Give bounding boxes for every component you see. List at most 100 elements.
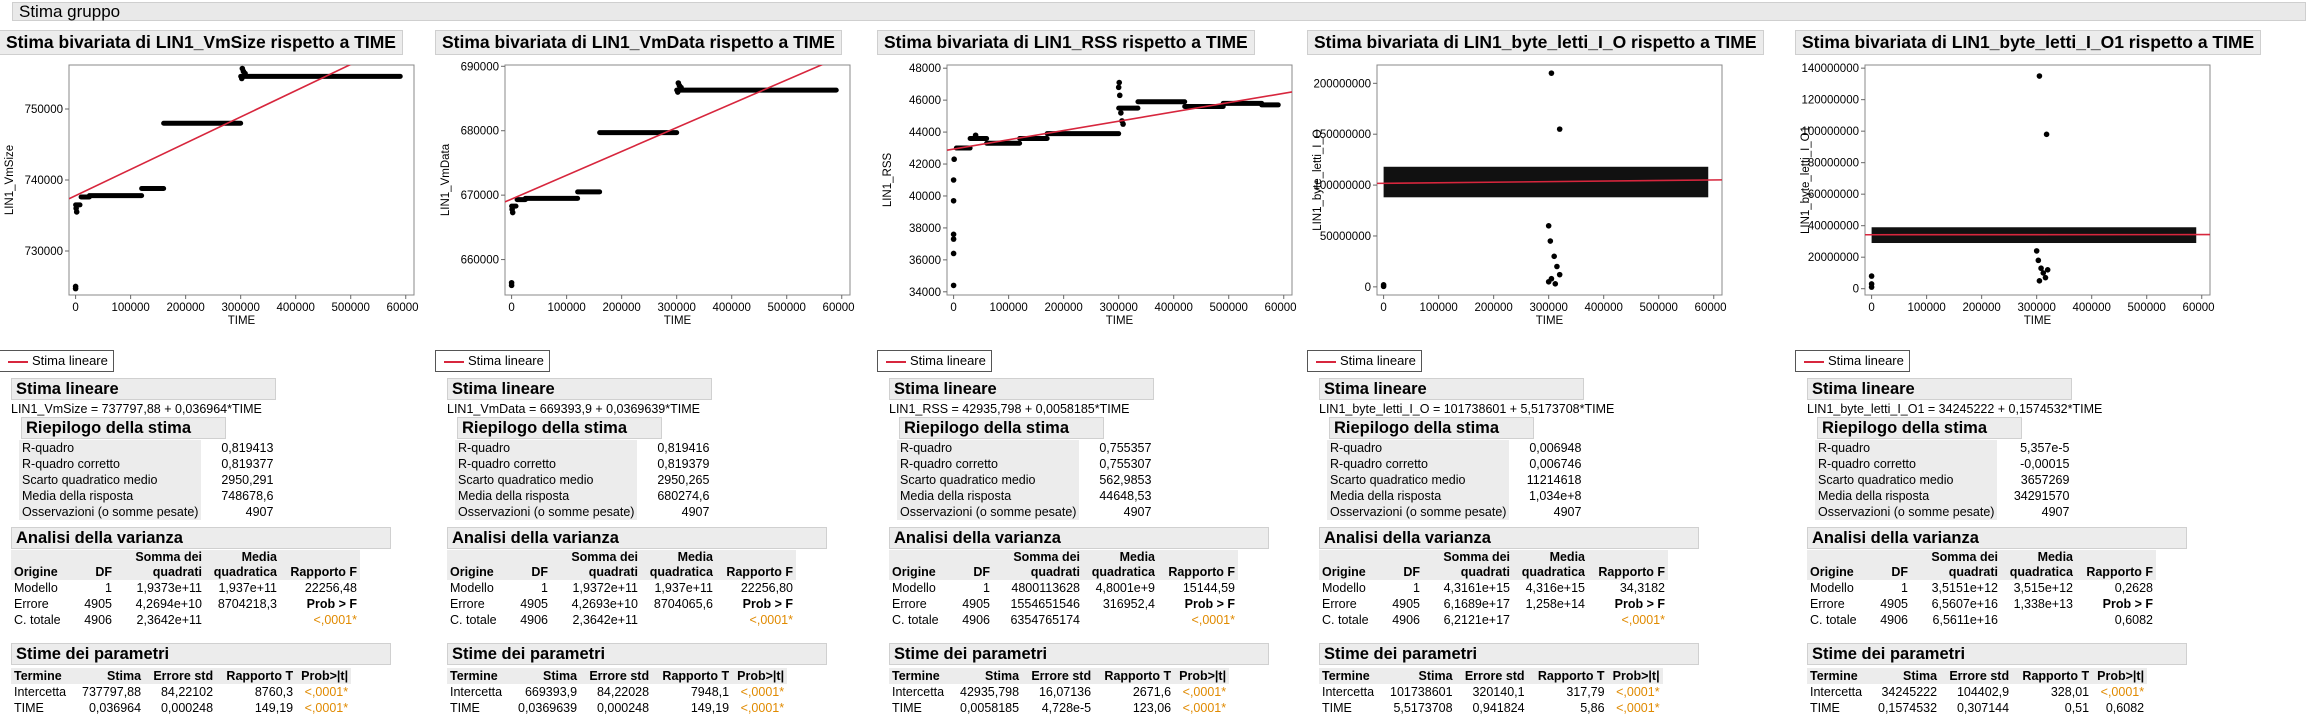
anova-cell: C. totale	[892, 613, 939, 627]
anova-cell: Modello	[1322, 581, 1366, 595]
y-tick-label: 38000	[909, 223, 941, 235]
scatter-chart: 0 100000 200000 300000 400000 500000 600000 660…	[440, 61, 855, 327]
anova-column-header: Rapporto F	[1588, 550, 1668, 580]
legend-box[interactable]: Stima lineare	[435, 350, 550, 372]
x-tick-label: 500000	[1640, 302, 1678, 314]
params-column-header: Errore std	[1940, 668, 2013, 684]
x-tick-label: 100000	[1419, 302, 1457, 314]
params-section-header[interactable]: Stime dei parametri	[1807, 643, 2187, 665]
summary-section-header[interactable]: Riepilogo della stima	[899, 417, 1104, 439]
anova-section-header[interactable]: Analisi della varianza	[447, 527, 827, 549]
legend-label: Stima lineare	[1828, 353, 1904, 368]
data-point	[1556, 271, 1563, 278]
params-column-header: Stima	[1387, 668, 1456, 684]
anova-cell: Errore	[1322, 597, 1357, 611]
summary-row: Scarto quadratico medio 2950,265	[455, 472, 712, 488]
panel-title[interactable]: Stima bivariata di LIN1_VmData rispetto …	[435, 30, 842, 55]
params-row: Intercetta 669393,9 84,22028 7948,1 <,0001*	[447, 684, 787, 700]
anova-column-header: Media quadratica	[205, 550, 280, 580]
x-tick-label: 600000	[823, 302, 855, 314]
y-axis-label: LIN1_VmSize	[4, 145, 16, 215]
summary-section-header[interactable]: Riepilogo della stima	[457, 417, 662, 439]
anova-cell: 4,316e+15	[1525, 581, 1585, 595]
params-section-header[interactable]: Stime dei parametri	[447, 643, 827, 665]
x-tick-label: 400000	[1155, 302, 1193, 314]
params-cell: 0,941824	[1472, 701, 1525, 715]
legend-box[interactable]: Stima lineare	[0, 350, 114, 372]
anova-column-header: Media quadratica	[641, 550, 716, 580]
legend-box[interactable]: Stima lineare	[1307, 350, 1422, 372]
params-cell: 104402,9	[1956, 685, 2010, 699]
y-tick-label: 46000	[909, 95, 941, 107]
params-section-header[interactable]: Stime dei parametri	[11, 643, 391, 665]
anova-cell: 1	[1901, 581, 1908, 595]
anova-row: C. totale 4906 6354765174 <,0001*	[889, 612, 1238, 628]
summary-label: Scarto quadratico medio	[1815, 472, 1998, 488]
params-cell: 5,5173708	[1393, 701, 1453, 715]
summary-section-header[interactable]: Riepilogo della stima	[1817, 417, 2022, 439]
data-point	[1868, 284, 1875, 290]
summary-label: R-quadro	[455, 440, 638, 456]
x-tick-label: 300000	[1529, 302, 1567, 314]
params-column-header: Termine	[889, 668, 957, 684]
summary-value: 34291570	[2013, 489, 2070, 503]
params-cell: Intercetta	[450, 685, 503, 699]
anova-column-header: Origine	[889, 550, 951, 580]
fit-section-header[interactable]: Stima lineare	[11, 378, 276, 400]
anova-cell: 4905	[1392, 597, 1420, 611]
summary-label: Media della risposta	[897, 488, 1080, 504]
legend-box[interactable]: Stima lineare	[1795, 350, 1910, 372]
params-section-header[interactable]: Stime dei parametri	[1319, 643, 1699, 665]
summary-section-header[interactable]: Riepilogo della stima	[21, 417, 226, 439]
panel-title[interactable]: Stima bivariata di LIN1_byte_letti_I_O r…	[1307, 30, 1764, 55]
params-column-header: Rapporto T	[2012, 668, 2093, 684]
anova-row: Errore 4905 4,2694e+10 8704218,3 Prob > F	[11, 596, 360, 612]
anova-cell: Modello	[14, 581, 58, 595]
fit-equation: LIN1_byte_letti_I_O = 101738601 + 5,5173…	[1319, 402, 1615, 416]
summary-label: Scarto quadratico medio	[455, 472, 638, 488]
anova-section-header[interactable]: Analisi della varianza	[1319, 527, 1699, 549]
panel-title[interactable]: Stima bivariata di LIN1_RSS rispetto a T…	[877, 30, 1255, 55]
summary-row: R-quadro corretto -0,00015	[1815, 456, 2072, 472]
summary-section-header[interactable]: Riepilogo della stima	[1329, 417, 1534, 439]
x-tick-label: 400000	[2073, 302, 2111, 314]
params-cell: 4,728e-5	[1041, 701, 1092, 715]
panel-title[interactable]: Stima bivariata di LIN1_byte_letti_I_O1 …	[1795, 30, 2262, 55]
anova-row: Errore 4905 4,2693e+10 8704065,6 Prob > F	[447, 596, 796, 612]
data-point	[950, 231, 957, 238]
summary-row: R-quadro corretto 0,006746	[1327, 456, 1584, 472]
anova-cell: Prob > F	[306, 597, 357, 611]
anova-section-header[interactable]: Analisi della varianza	[11, 527, 391, 549]
params-section-header[interactable]: Stime dei parametri	[889, 643, 1269, 665]
anova-cell: 8704218,3	[217, 597, 277, 611]
x-tick-label: 200000	[602, 302, 640, 314]
anova-table: Origine DF Somma dei quadrati Media quadrat…	[11, 550, 360, 628]
fit-section-header[interactable]: Stima lineare	[447, 378, 712, 400]
panel-title[interactable]: Stima bivariata di LIN1_VmSize rispetto …	[0, 30, 403, 55]
anova-header-row: Origine DF Somma dei quadrati Media quadrat…	[447, 550, 796, 580]
anova-section-header[interactable]: Analisi della varianza	[889, 527, 1269, 549]
params-cell: 101738601	[1390, 685, 1453, 699]
anova-column-header: DF	[509, 550, 551, 580]
anova-section-header[interactable]: Analisi della varianza	[1807, 527, 2187, 549]
params-cell: 84,22028	[596, 685, 650, 699]
summary-value: 4907	[2041, 505, 2070, 519]
fit-section-header[interactable]: Stima lineare	[1807, 378, 2072, 400]
group-outline-header[interactable]: Stima gruppo	[12, 2, 2306, 21]
params-row: TIME 0,036964 0,000248 149,19 <,0001*	[11, 700, 351, 716]
params-cell: 84,22102	[160, 685, 214, 699]
y-tick-label: 80000000	[1808, 158, 1859, 170]
anova-cell: Errore	[14, 597, 49, 611]
legend-box[interactable]: Stima lineare	[877, 350, 992, 372]
data-point	[508, 282, 515, 289]
fit-section-header[interactable]: Stima lineare	[889, 378, 1154, 400]
params-header-row: Termine Stima Errore std Rapporto T Prob>|t|	[11, 668, 352, 684]
params-column-header: Rapporto T	[1094, 668, 1175, 684]
params-cell: 5,86	[1580, 701, 1605, 715]
data-point	[951, 156, 957, 163]
params-cell: 42935,798	[960, 685, 1020, 699]
data-point	[2042, 274, 2049, 281]
plot-frame	[68, 64, 415, 296]
fit-section-header[interactable]: Stima lineare	[1319, 378, 1584, 400]
summary-row: Osservazioni (o somme pesate) 4907	[1327, 504, 1584, 520]
